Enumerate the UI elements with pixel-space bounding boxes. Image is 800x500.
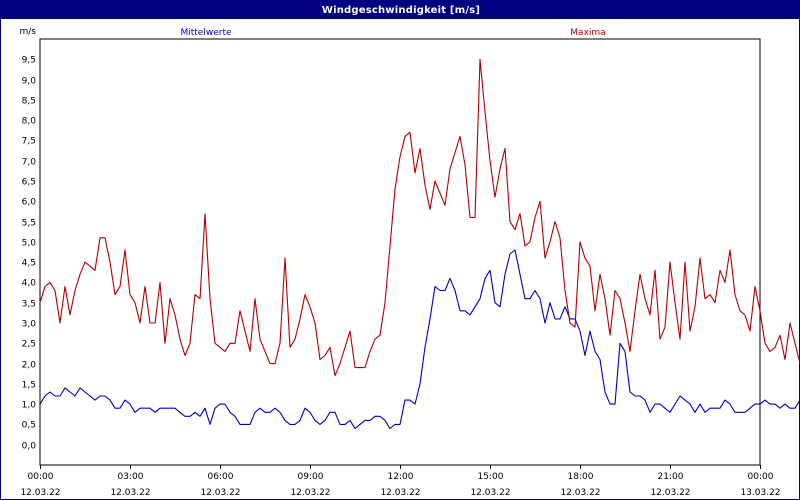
x-tick-time: 06:00 [208,472,234,482]
x-tick-date: 12.03.22 [470,488,510,498]
y-tick-label: 2,0 [22,361,37,371]
y-tick-label: 3,5 [22,300,36,310]
legend-maxima: Maxima [570,28,605,38]
y-tick-label: 5,0 [22,239,37,249]
y-tick-label: 5,5 [22,219,36,229]
x-tick-date: 12.03.22 [560,488,600,498]
x-tick-date: 12.03.22 [20,488,60,498]
y-tick-label: 1,5 [22,381,36,391]
x-tick-time: 09:00 [298,472,324,482]
x-tick-time: 12:00 [388,472,414,482]
y-tick-label: 0,0 [22,442,37,452]
y-tick-label: 1,0 [22,401,37,411]
y-tick-label: 8,5 [22,97,36,107]
series-line-maxima [39,58,800,377]
y-tick-label: 2,5 [22,340,36,350]
y-tick-label: 4,0 [22,279,37,289]
x-tick-date: 13.03.22 [740,488,780,498]
x-tick-date: 12.03.22 [110,488,150,498]
y-tick-label: 9,0 [22,77,37,87]
x-tick-date: 12.03.22 [290,488,330,498]
chart-title: Windgeschwindigkeit [m/s] [1,1,800,19]
y-tick-label: 8,0 [22,117,37,127]
x-tick-time: 00:00 [748,472,774,482]
x-tick-date: 12.03.22 [200,488,240,498]
y-tick-label: 0,5 [22,421,36,431]
y-tick-label: 7,5 [22,137,36,147]
x-tick-time: 00:00 [28,472,54,482]
x-tick-time: 21:00 [658,472,684,482]
legend-mittelwerte: Mittelwerte [180,28,231,38]
series-line-mittelwerte [39,249,800,430]
y-tick-label: 6,0 [22,198,37,208]
y-tick-label: 3,0 [22,320,37,330]
x-tick-time: 15:00 [478,472,504,482]
x-tick-date: 12.03.22 [650,488,690,498]
y-tick-label: 4,5 [22,259,36,269]
y-axis-label: m/s [20,27,37,37]
wind-speed-chart: 0,0 0,5 1,0 1,5 2,0 2,5 3,0 3,5 4,0 4,5 5,0 5,5 6,0 6… [20,27,800,498]
y-tick-label: 7,0 [22,158,37,168]
y-tick-label: 6,5 [22,178,36,188]
plot-area [39,38,761,466]
x-tick-time: 03:00 [118,472,144,482]
x-tick-date: 12.03.22 [380,488,420,498]
x-tick-time: 18:00 [568,472,594,482]
y-tick-label: 9,5 [22,56,36,66]
